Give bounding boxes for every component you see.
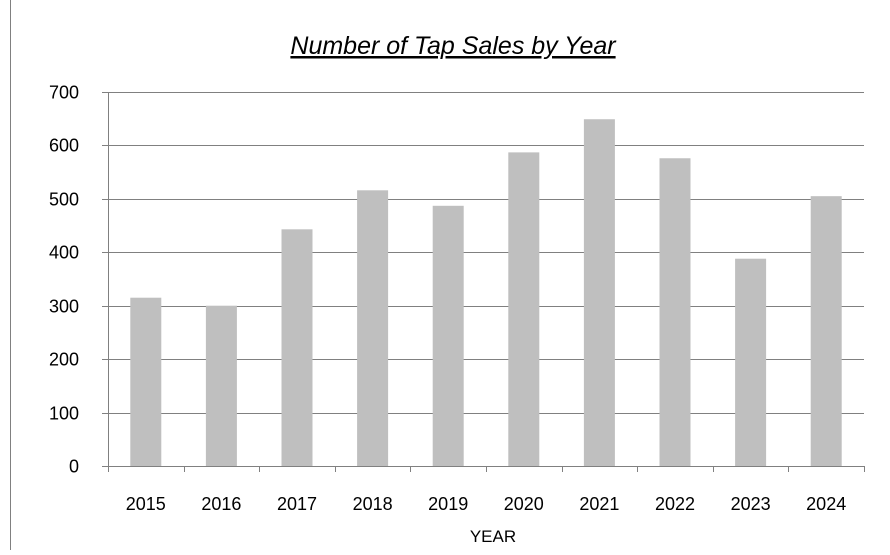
y-tick-label: 200 <box>49 350 79 370</box>
bar-2021 <box>584 119 615 466</box>
x-tick-label: 2018 <box>353 494 393 514</box>
x-tick-label: 2016 <box>201 494 241 514</box>
bar-2020 <box>508 152 539 466</box>
x-tick-label: 2024 <box>806 494 846 514</box>
x-tick-label: 2015 <box>126 494 166 514</box>
x-axis-label: YEAR <box>470 527 516 546</box>
x-tick-label: 2019 <box>428 494 468 514</box>
bar-2016 <box>206 306 237 466</box>
y-tick-label: 700 <box>49 83 79 103</box>
bar-2023 <box>735 259 766 466</box>
x-tick-label: 2017 <box>277 494 317 514</box>
bar-2017 <box>282 229 313 466</box>
y-tick-label: 300 <box>49 297 79 317</box>
y-tick-label: 500 <box>49 190 79 210</box>
chart-title: Number of Tap Sales by Year <box>290 32 617 60</box>
y-tick-label: 400 <box>49 243 79 263</box>
x-tick-label: 2020 <box>504 494 544 514</box>
bar-2019 <box>433 206 464 466</box>
y-tick-label: 100 <box>49 404 79 424</box>
bar-2015 <box>130 298 161 466</box>
y-tick-label: 0 <box>69 457 79 477</box>
bar-2018 <box>357 190 388 466</box>
bar-2022 <box>660 158 691 466</box>
y-tick-label: 600 <box>49 136 79 156</box>
x-tick-label: 2021 <box>579 494 619 514</box>
x-tick-label: 2022 <box>655 494 695 514</box>
x-tick-label: 2023 <box>731 494 771 514</box>
bar-2024 <box>811 196 842 466</box>
